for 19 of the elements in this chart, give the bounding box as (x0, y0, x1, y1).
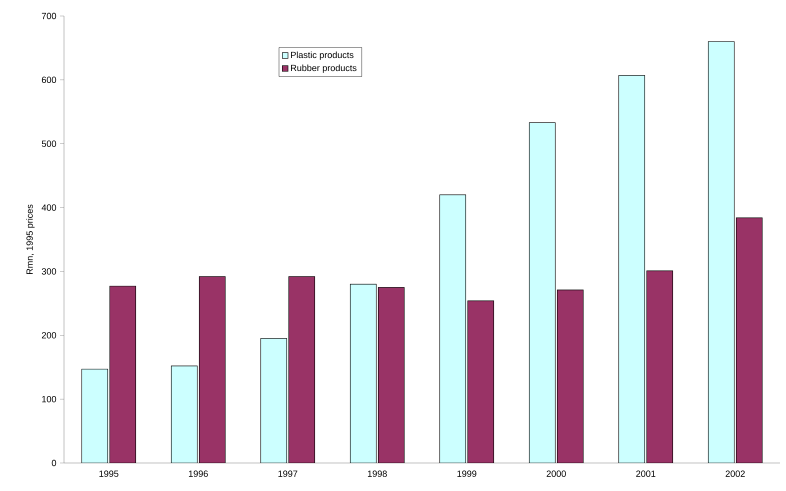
x-tick-label: 2002 (726, 470, 745, 477)
y-tick-label: 200 (42, 332, 56, 338)
y-tick-label: 700 (42, 12, 56, 20)
legend-label: Rubber products (291, 64, 356, 73)
y-axis-title: Rmn, 1995 prices (26, 204, 35, 274)
x-tick-label: 1997 (278, 470, 298, 477)
x-tick-label: 1995 (99, 470, 118, 477)
x-tick-label: 1999 (457, 470, 476, 477)
y-tick-label: 300 (42, 268, 56, 275)
y-tick-label: 0 (52, 460, 56, 466)
x-tick-label: 2001 (636, 470, 656, 477)
y-tick-label: 400 (42, 204, 56, 211)
y-tick-label: 500 (42, 140, 56, 147)
y-tick-label: 100 (42, 396, 56, 402)
x-tick-label: 1996 (188, 470, 208, 477)
y-tick-label: 600 (42, 76, 56, 84)
x-tick-label: 2000 (546, 470, 566, 477)
x-tick-label: 1998 (368, 470, 387, 477)
legend-label: Plastic products (291, 51, 354, 60)
